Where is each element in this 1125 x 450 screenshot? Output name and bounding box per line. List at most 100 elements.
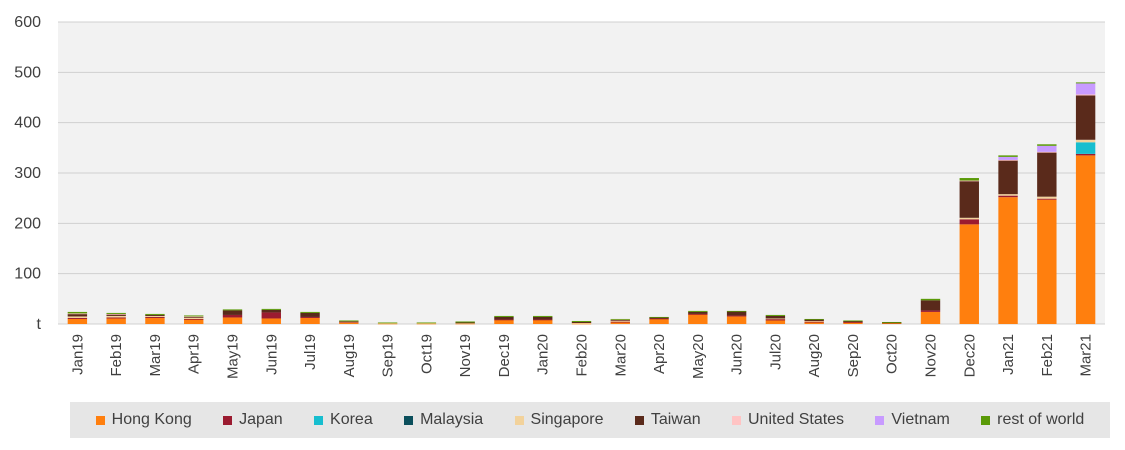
bar-segment	[804, 322, 824, 324]
bar-segment	[610, 319, 630, 321]
bar-segment	[533, 319, 553, 324]
legend-label: Hong Kong	[111, 411, 192, 428]
bar-segment	[533, 316, 553, 320]
bar-segment	[610, 320, 630, 322]
bar-segment	[688, 313, 708, 315]
legend-item: Hong Kong	[95, 411, 192, 429]
legend-swatch	[514, 415, 524, 425]
bar-segment	[1037, 144, 1057, 146]
legend-swatch	[223, 415, 233, 425]
bar-segment	[416, 322, 437, 324]
bar-segment	[1037, 145, 1057, 152]
legend-item: rest of world	[981, 411, 1084, 429]
bar-segment	[920, 311, 941, 324]
bar-segment	[1075, 82, 1096, 84]
bar-segment	[998, 197, 1018, 324]
bar-segment	[688, 310, 708, 312]
legend-swatch	[634, 415, 644, 425]
bar-segment	[106, 317, 126, 319]
bar-segment	[494, 316, 514, 320]
legend-swatch	[981, 415, 991, 425]
bar-segment	[494, 319, 514, 324]
bar-segment	[106, 315, 126, 318]
bar-segment	[765, 318, 786, 321]
bar-segment	[339, 321, 359, 323]
bar-segment	[959, 178, 979, 181]
bar-segment	[804, 321, 824, 323]
x-tick-label: May20	[690, 334, 707, 379]
bar-segment	[804, 319, 824, 321]
bar-segment	[726, 311, 747, 316]
bar-segment	[261, 318, 281, 324]
bar-segment	[1075, 142, 1096, 154]
bar-segment	[959, 219, 979, 225]
bar-segment	[571, 323, 592, 325]
bar-segment	[765, 318, 786, 320]
bar-segment	[184, 316, 204, 318]
legend-label: Singapore	[530, 411, 604, 428]
bar-segment	[1075, 95, 1096, 140]
bar-segment	[726, 315, 747, 317]
bar-segment	[261, 308, 281, 310]
bar-segment	[106, 313, 126, 315]
legend-swatch	[95, 415, 105, 425]
x-tick-label: Jun20	[729, 334, 746, 375]
bar-segment	[649, 316, 669, 318]
legend-swatch	[875, 415, 885, 425]
bar-segment	[416, 322, 437, 324]
bar-segment	[106, 312, 126, 314]
bar-segment	[765, 314, 786, 316]
bar-segment	[184, 318, 204, 320]
bar-segment	[1075, 155, 1096, 324]
bar-segment	[882, 321, 902, 323]
bar-segment	[339, 320, 359, 322]
x-tick-label: Feb20	[574, 334, 591, 377]
bar-segment	[339, 320, 359, 322]
legend-swatch	[732, 415, 741, 425]
bar-segment	[804, 318, 824, 320]
bar-segment	[610, 318, 630, 320]
bar-segment	[726, 310, 747, 312]
bar-segment	[145, 317, 165, 324]
bar-segment	[222, 309, 243, 311]
bar-segment	[300, 312, 320, 317]
legend-item: Malaysia	[404, 411, 483, 429]
legend-item: Singapore	[514, 411, 604, 429]
bar-segment	[843, 321, 863, 323]
bar-segment	[571, 322, 592, 324]
bar-segment	[184, 315, 204, 317]
x-tick-label: Dec19	[496, 334, 513, 377]
bar-segment	[455, 321, 475, 323]
bar-segment	[998, 195, 1018, 198]
bar-segment	[843, 320, 863, 322]
chart-canvas: t 100 200 300 400 500 600 Jan19 Feb19 Mar19 Apr19 M…	[14, 14, 1105, 379]
y-tick-label: 300	[14, 165, 41, 182]
bar-segment	[1075, 153, 1096, 156]
bar-segment	[843, 322, 863, 324]
bar-segment	[571, 321, 592, 323]
legend-label: United States	[748, 411, 845, 428]
bar-segment	[649, 318, 669, 320]
bar-segment	[67, 313, 88, 315]
bar-segment	[377, 322, 398, 324]
x-tick-label: Jul19	[302, 334, 319, 370]
bar-segment	[1037, 152, 1057, 197]
bar-segment	[222, 310, 243, 315]
x-tick-label: Jan21	[1000, 334, 1017, 375]
x-tick-label: Oct19	[418, 334, 435, 374]
bar-segment	[222, 314, 243, 318]
x-tick-label: Oct20	[884, 334, 901, 374]
bar-segment	[533, 315, 553, 317]
y-tick-label: 400	[14, 115, 41, 132]
bar-segment	[455, 322, 475, 324]
bar-segment	[222, 317, 243, 324]
bar-segment	[959, 224, 979, 324]
x-tick-label: Mar20	[612, 334, 629, 377]
x-tick-label: Feb21	[1039, 334, 1056, 377]
legend-item: United States	[732, 411, 844, 429]
y-tick-label: 600	[14, 14, 41, 31]
bar-segment	[765, 315, 786, 319]
bar-segment	[67, 316, 88, 318]
legend-label: rest of world	[997, 411, 1085, 428]
